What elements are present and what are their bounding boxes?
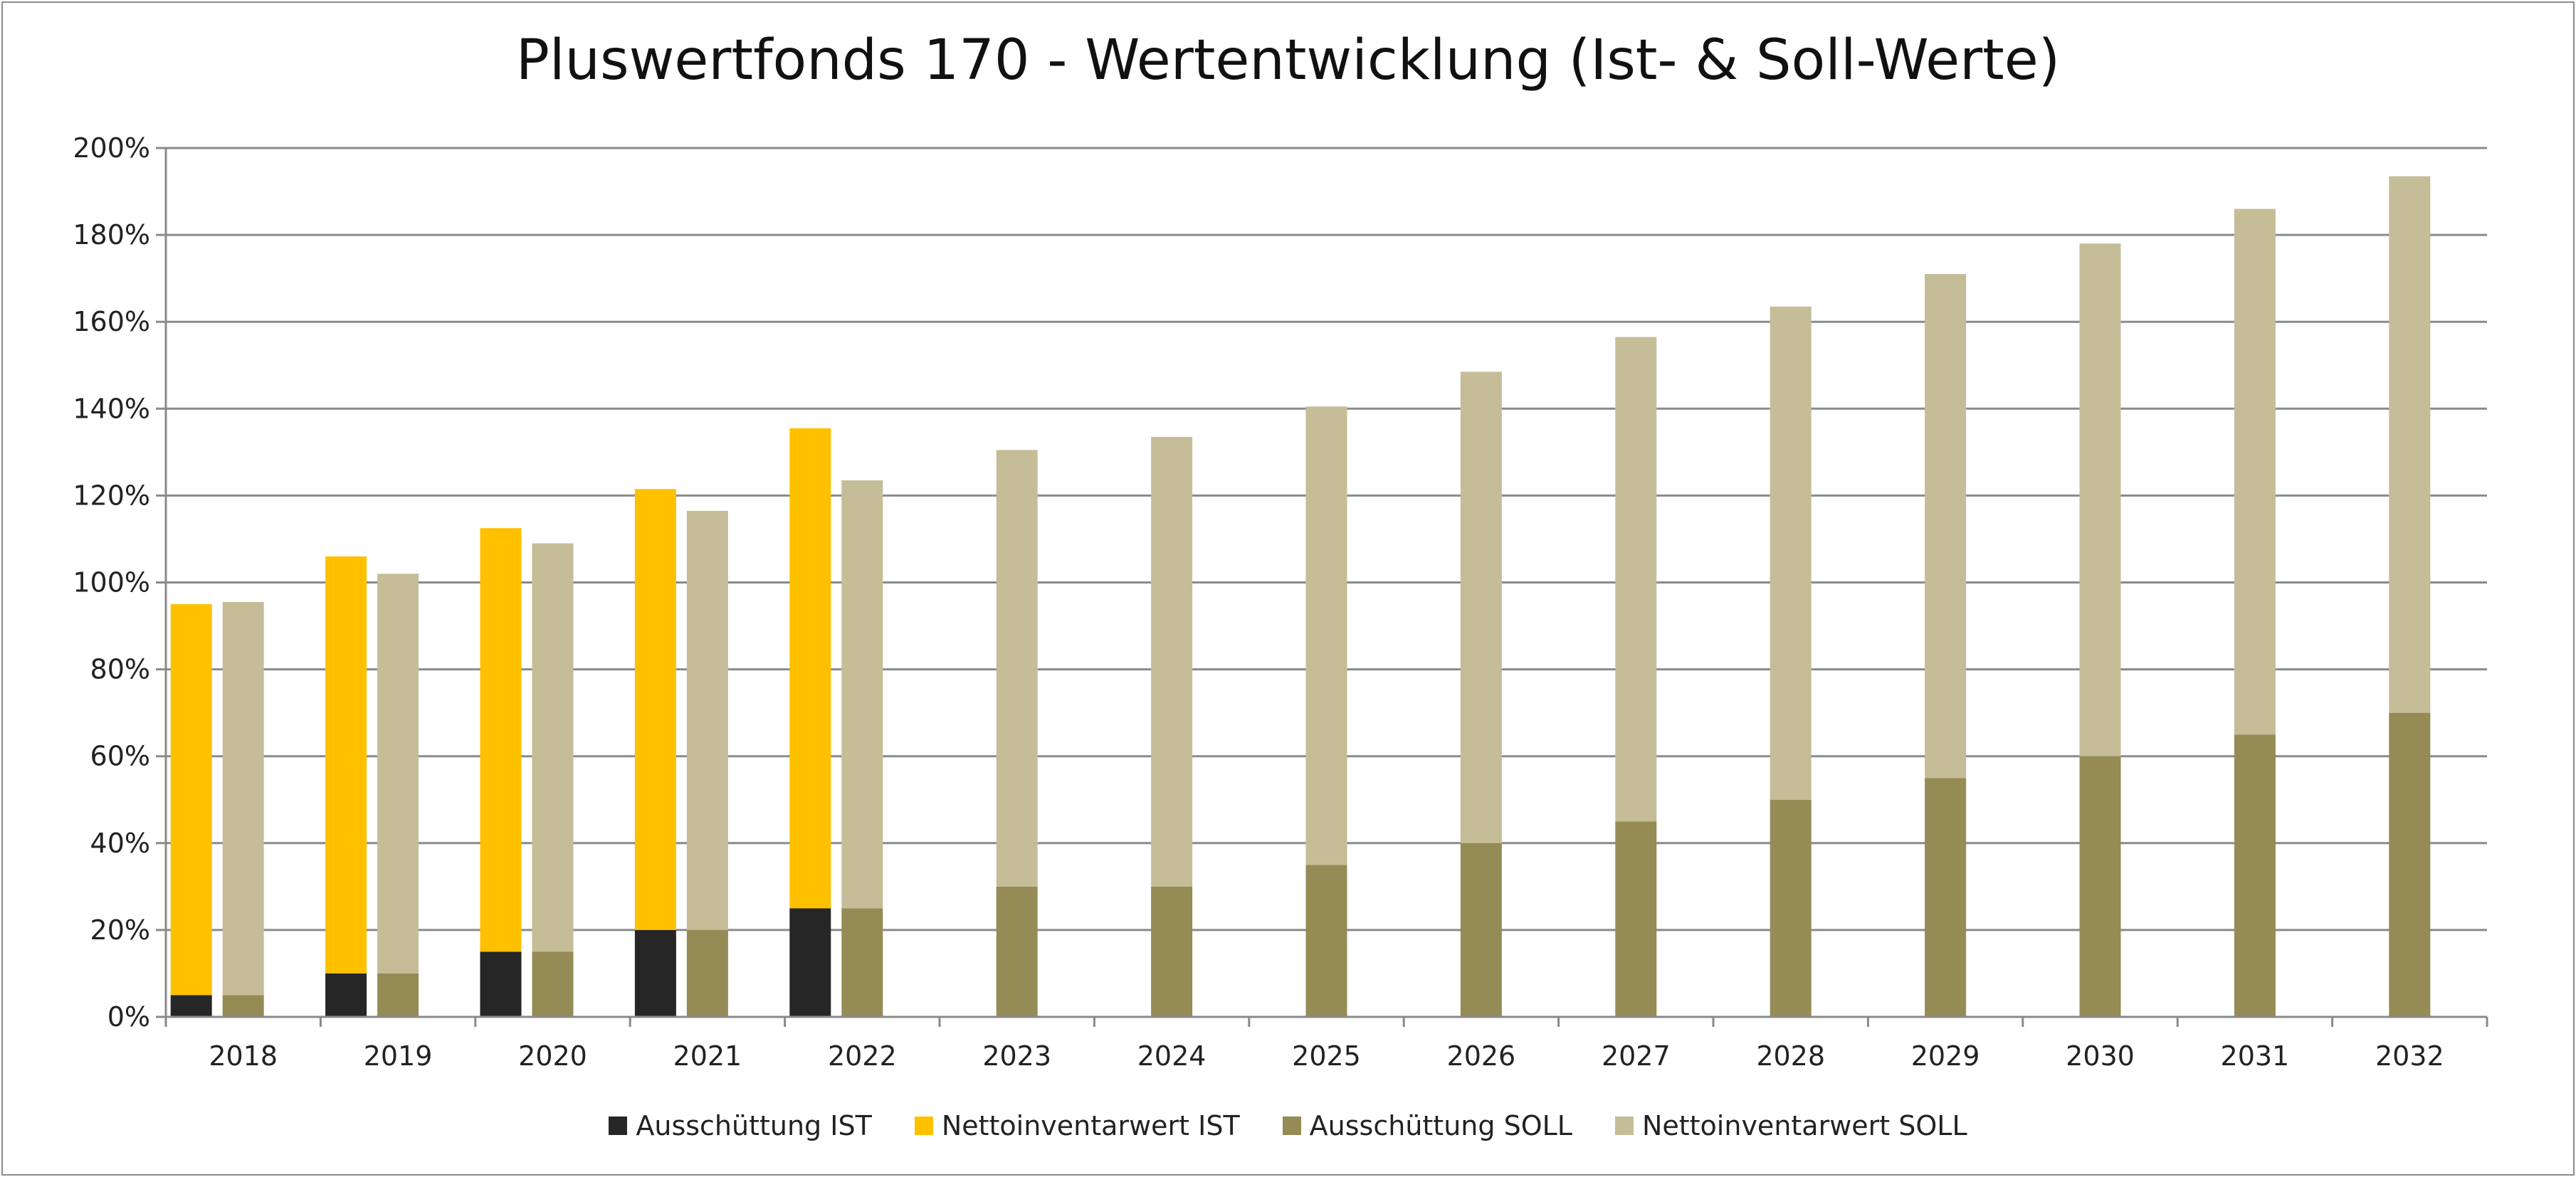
x-tick-label: 2029 (1911, 1040, 1980, 1072)
x-tick-label: 2031 (2221, 1040, 2290, 1072)
bar-aussch-ttung-soll (1305, 865, 1347, 1017)
bar-aussch-ttung-soll (2234, 734, 2276, 1017)
x-tick-label: 2018 (209, 1040, 278, 1072)
bar-aussch-ttung-soll (996, 886, 1038, 1017)
bar-nettoinventarwert-soll (222, 601, 264, 996)
bar-aussch-ttung-soll (377, 973, 419, 1017)
bar-aussch-ttung-ist (480, 951, 522, 1017)
x-tick-label: 2023 (982, 1040, 1051, 1072)
legend-item: Nettoinventarwert IST (914, 1110, 1240, 1141)
bar-aussch-ttung-soll (2389, 712, 2431, 1017)
y-tick-label: 200% (73, 132, 150, 164)
bar-aussch-ttung-soll (841, 908, 883, 1017)
bar-nettoinventarwert-soll (1305, 406, 1347, 865)
legend-label: Ausschüttung SOLL (1309, 1110, 1572, 1141)
legend-label: Nettoinventarwert SOLL (1641, 1110, 1967, 1141)
bar-nettoinventarwert-ist (480, 528, 522, 952)
bar-nettoinventarwert-soll (996, 450, 1038, 887)
bar-nettoinventarwert-ist (170, 604, 212, 996)
y-tick-label: 100% (73, 567, 150, 598)
legend-swatch (609, 1117, 628, 1135)
legend-item: Ausschüttung IST (609, 1110, 872, 1141)
bar-aussch-ttung-soll (1460, 843, 1502, 1017)
y-tick-label: 120% (73, 480, 150, 511)
bar-aussch-ttung-ist (170, 995, 212, 1017)
x-tick-label: 2030 (2066, 1040, 2135, 1072)
bar-nettoinventarwert-soll (377, 574, 419, 973)
bar-aussch-ttung-soll (686, 929, 728, 1017)
y-tick-label: 180% (73, 219, 150, 250)
bar-aussch-ttung-ist (789, 908, 831, 1017)
bar-aussch-ttung-soll (532, 951, 574, 1017)
bar-nettoinventarwert-soll (1151, 436, 1193, 887)
bar-aussch-ttung-ist (634, 929, 676, 1017)
x-tick-label: 2024 (1137, 1040, 1206, 1072)
bar-nettoinventarwert-ist (634, 489, 676, 930)
chart-title: Pluswertfonds 170 - Wertentwicklung (Ist… (515, 28, 2061, 93)
y-tick-label: 140% (73, 393, 150, 424)
legend-swatch (1282, 1117, 1301, 1135)
bar-aussch-ttung-soll (222, 995, 264, 1017)
bar-nettoinventarwert-soll (1460, 371, 1502, 843)
legend-item: Nettoinventarwert SOLL (1614, 1110, 1967, 1141)
bar-aussch-ttung-ist (325, 973, 367, 1017)
legend-item: Ausschüttung SOLL (1282, 1110, 1572, 1141)
y-tick-label: 80% (90, 654, 150, 685)
x-tick-label: 2028 (1756, 1040, 1825, 1072)
bar-nettoinventarwert-soll (1925, 274, 1967, 778)
legend-label: Ausschüttung IST (636, 1110, 872, 1141)
x-tick-label: 2021 (673, 1040, 742, 1072)
bar-nettoinventarwert-soll (1770, 306, 1812, 800)
bar-aussch-ttung-soll (1151, 886, 1193, 1017)
bar-aussch-ttung-soll (1770, 799, 1812, 1017)
bar-nettoinventarwert-soll (2389, 176, 2431, 713)
legend-label: Nettoinventarwert IST (941, 1110, 1240, 1141)
bar-aussch-ttung-soll (2079, 756, 2121, 1017)
y-tick-label: 0% (107, 1001, 150, 1033)
x-tick-label: 2027 (1602, 1040, 1671, 1072)
bar-nettoinventarwert-soll (841, 480, 883, 909)
legend: Ausschüttung IST Nettoinventarwert IST Aus… (0, 1110, 2576, 1141)
bar-nettoinventarwert-soll (2079, 243, 2121, 756)
y-tick-label: 160% (73, 306, 150, 337)
bar-nettoinventarwert-ist (325, 556, 367, 973)
legend-swatch (1614, 1117, 1634, 1135)
y-tick-label: 60% (90, 741, 150, 772)
bar-nettoinventarwert-soll (686, 510, 728, 930)
bar-aussch-ttung-soll (1925, 778, 1967, 1017)
bar-nettoinventarwert-soll (2234, 209, 2276, 735)
x-tick-label: 2026 (1447, 1040, 1516, 1072)
bar-nettoinventarwert-soll (532, 543, 574, 952)
bar-nettoinventarwert-ist (789, 428, 831, 909)
x-tick-label: 2020 (518, 1040, 587, 1072)
x-tick-label: 2019 (364, 1040, 433, 1072)
x-tick-label: 2025 (1292, 1040, 1361, 1072)
y-tick-label: 20% (90, 914, 150, 946)
bar-aussch-ttung-soll (1615, 821, 1657, 1017)
x-tick-label: 2032 (2375, 1040, 2444, 1072)
bar-nettoinventarwert-soll (1615, 337, 1657, 822)
x-tick-label: 2022 (828, 1040, 897, 1072)
y-tick-label: 40% (90, 828, 150, 859)
legend-swatch (914, 1117, 933, 1135)
